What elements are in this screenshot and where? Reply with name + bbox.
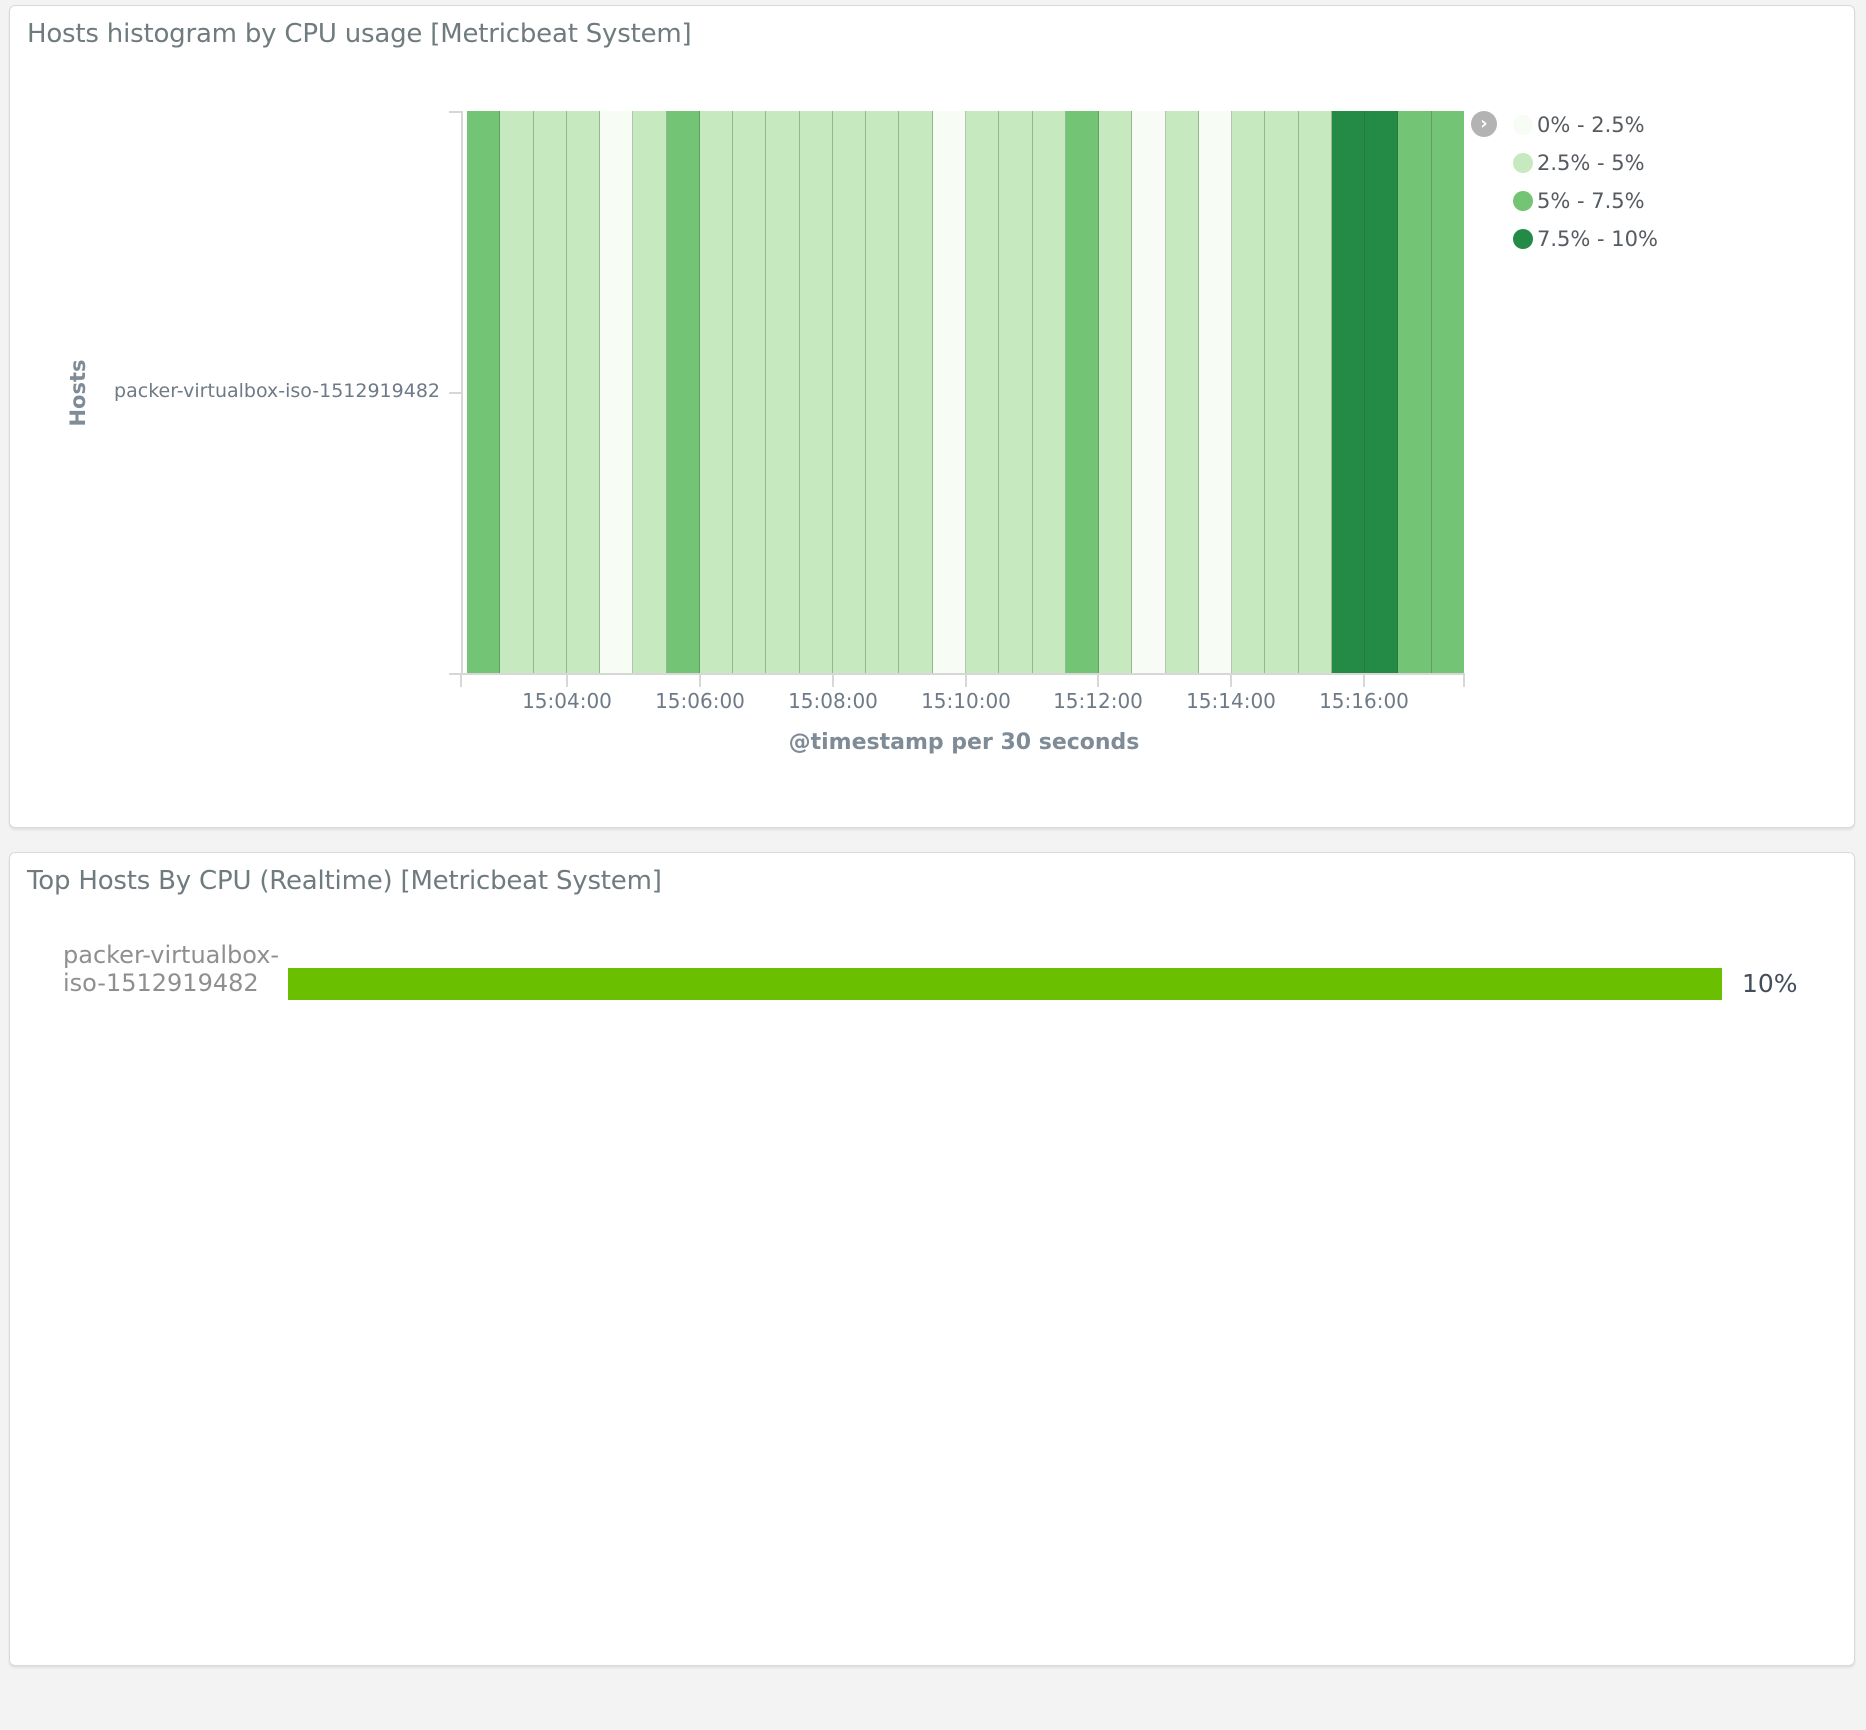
legend-label: 0% - 2.5% (1537, 113, 1645, 137)
x-axis-tick (699, 673, 701, 687)
x-axis-tick-label: 15:06:00 (655, 689, 745, 713)
legend-color-dot (1513, 153, 1533, 173)
x-axis-tick-label: 15:14:00 (1186, 689, 1276, 713)
x-axis-tick-label: 15:12:00 (1053, 689, 1143, 713)
legend: 0% - 2.5% 2.5% - 5% 5% - 7.5% 7.5% - 10% (1513, 106, 1658, 258)
x-axis-tick-label: 15:16:00 (1319, 689, 1409, 713)
y-axis-tick (449, 392, 461, 394)
legend-toggle-button[interactable]: › (1471, 111, 1497, 137)
heatmap-cell[interactable] (1099, 111, 1133, 674)
legend-item[interactable]: 5% - 7.5% (1513, 182, 1658, 220)
x-axis-tick-label: 15:04:00 (522, 689, 612, 713)
y-axis-tick (449, 111, 461, 113)
top-hosts-panel: Top Hosts By CPU (Realtime) [Metricbeat … (9, 852, 1855, 1666)
heatmap-cell[interactable] (932, 111, 966, 674)
heatmap-cell[interactable] (1398, 111, 1432, 674)
heatmap-cell[interactable] (1065, 111, 1100, 674)
heatmap-plot (467, 111, 1464, 674)
heatmap-cell[interactable] (1032, 111, 1066, 674)
x-axis-tick (1230, 673, 1232, 687)
heatmap-cell[interactable] (633, 111, 667, 674)
heatmap-cell[interactable] (699, 111, 734, 674)
x-axis-title: @timestamp per 30 seconds (788, 730, 1140, 755)
heatmap-cell[interactable] (899, 111, 933, 674)
legend-label: 5% - 7.5% (1537, 189, 1645, 213)
panel-title: Hosts histogram by CPU usage [Metricbeat… (27, 19, 692, 49)
heatmap-cell[interactable] (533, 111, 567, 674)
heatmap-cell[interactable] (1265, 111, 1299, 674)
heatmap-cell[interactable] (832, 111, 867, 674)
heatmap-cell[interactable] (1365, 111, 1399, 674)
hosts-histogram-panel: Hosts histogram by CPU usage [Metricbeat… (9, 5, 1855, 828)
x-axis-tick (460, 673, 462, 687)
x-axis-tick (1363, 673, 1365, 687)
heatmap-cell[interactable] (1132, 111, 1166, 674)
chevron-right-icon: › (1480, 113, 1488, 134)
y-axis-title: Hosts (66, 359, 90, 427)
heatmap-cell[interactable] (999, 111, 1033, 674)
host-label: packer-virtualbox-iso-1512919482 (63, 941, 280, 997)
cpu-bar[interactable] (288, 968, 1722, 1000)
cpu-bar-fill (288, 968, 1722, 1000)
legend-color-dot (1513, 191, 1533, 211)
heatmap-cell[interactable] (733, 111, 767, 674)
heatmap-cell[interactable] (1232, 111, 1266, 674)
legend-label: 7.5% - 10% (1537, 227, 1658, 251)
legend-label: 2.5% - 5% (1537, 151, 1645, 175)
panel-title: Top Hosts By CPU (Realtime) [Metricbeat … (27, 866, 662, 896)
x-axis-tick (566, 673, 568, 687)
heatmap-cell[interactable] (1165, 111, 1199, 674)
heatmap-cell[interactable] (799, 111, 833, 674)
x-axis-tick (1463, 673, 1465, 687)
heatmap-cell[interactable] (1431, 111, 1464, 674)
heatmap-cell[interactable] (1331, 111, 1366, 674)
x-axis-tick-label: 15:08:00 (788, 689, 878, 713)
legend-color-dot (1513, 115, 1533, 135)
legend-item[interactable]: 7.5% - 10% (1513, 220, 1658, 258)
y-axis-line (461, 111, 463, 674)
legend-item[interactable]: 2.5% - 5% (1513, 144, 1658, 182)
heatmap-cell[interactable] (600, 111, 634, 674)
x-axis-tick (965, 673, 967, 687)
heatmap-cell[interactable] (965, 111, 1000, 674)
y-axis-tick-label: packer-virtualbox-iso-1512919482 (114, 380, 440, 402)
heatmap-cell[interactable] (1298, 111, 1332, 674)
heatmap-cell[interactable] (766, 111, 800, 674)
heatmap-cell[interactable] (566, 111, 601, 674)
heatmap-cell[interactable] (866, 111, 900, 674)
heatmap-cell[interactable] (467, 111, 501, 674)
cpu-value: 10% (1742, 969, 1798, 998)
heatmap-cell[interactable] (666, 111, 700, 674)
x-axis-tick (1097, 673, 1099, 687)
x-axis-line (449, 673, 1464, 675)
heatmap-cell[interactable] (1198, 111, 1233, 674)
x-axis-tick (832, 673, 834, 687)
heatmap-cell[interactable] (500, 111, 534, 674)
legend-color-dot (1513, 229, 1533, 249)
x-axis-tick-label: 15:10:00 (921, 689, 1011, 713)
legend-item[interactable]: 0% - 2.5% (1513, 106, 1658, 144)
